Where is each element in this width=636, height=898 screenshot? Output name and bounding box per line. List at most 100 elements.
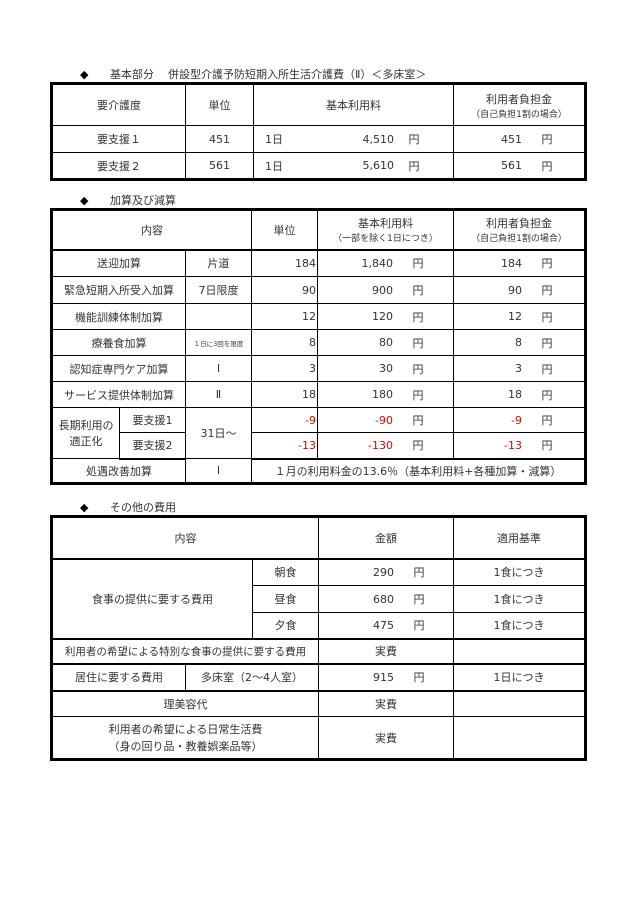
diamond-bullet-icon: ◆ [80,501,89,514]
table-row-long-term-2: 要支援2 -13 -130 円 -13 円 [52,432,586,460]
amount-cell: 実費 [318,638,454,665]
table-row-treatment: 処遇改善加算 Ⅰ １月の利用料金の13.6％（基本利用料+各種加算・減算） [51,458,586,484]
table-row-barber: 理美容代 実費 [51,690,586,717]
table-row: 要支援１ 451 1日 4,510 円 451 円 [51,125,586,153]
amount-cell: 290 円 [318,558,454,586]
basis-cell [453,690,586,717]
residence-label: 居住に要する費用 [51,663,186,692]
section-title: 加算及び減算 [110,194,176,207]
condition-cell: 7日限度 [185,276,252,304]
units-cell: 3 [251,355,318,382]
basis-cell [453,716,586,760]
room-type: 多床室（2～4人室） [185,663,319,692]
header-level: 要介護度 [51,83,186,126]
fee-cell: -130 円 [317,432,454,460]
table-row-special-meal: 利用者の希望による特別な食事の提供に要する費用 実費 [51,638,586,665]
units-cell: -13 [251,432,318,460]
condition-cell: Ⅰ [185,458,252,484]
header-burden: 利用者負担金 （自己負担1割の場合） [453,83,586,126]
meal-cell: 夕食 [252,612,319,640]
burden-cell: 90 円 [453,276,586,304]
table-row-meal: 夕食 475 円 1食につき [52,612,586,640]
units-cell: 90 [251,276,318,304]
burden-cell: 12 円 [453,303,586,330]
header-units: 単位 [251,209,318,251]
level-cell: 要支援1 [119,407,186,433]
fee-cell: 30 円 [317,355,454,382]
amount-cell: 実費 [318,716,454,760]
header-amount: 金額 [318,516,454,560]
barber-label: 理美容代 [51,690,319,717]
fee-cell: 1日 4,510 円 [253,125,454,153]
table-row: サービス提供体制加算 Ⅱ 18 180 円 18 円 [51,381,586,408]
burden-cell: 184 円 [453,249,586,277]
section-2-heading: ◆ 加算及び減算 [80,192,176,208]
additions-table: 内容 単位 基本利用料 （一部を除く1日につき） 利用者負担金 （自己負担1割の場合… [50,208,587,485]
units-cell: 18 [251,381,318,408]
special-meal-label: 利用者の希望による特別な食事の提供に要する費用 [51,638,319,665]
section-subtitle: 併設型介護予防短期入所生活介護費（Ⅱ）＜多床室＞ [168,68,427,81]
table-row: 機能訓練体制加算 12 120 円 12 円 [51,303,586,330]
section-title: その他の費用 [110,501,176,514]
section-title: 基本部分 [110,68,154,81]
addition-name: サービス提供体制加算 [51,381,186,408]
header-basis: 適用基準 [453,516,586,560]
fee-cell: 1,840 円 [317,249,454,277]
header-burden: 利用者負担金 （自己負担1割の場合） [453,209,586,251]
level-cell: 要支援2 [119,432,186,460]
table-row-meal: 食事の提供に要する費用 朝食 290 円 1食につき [51,558,586,640]
table-row: 緊急短期入所受入加算 7日限度 90 900 円 90 円 [51,276,586,304]
header-content: 内容 [51,209,252,251]
diamond-bullet-icon: ◆ [80,68,89,81]
table-row-long-term-1: 長期利用の 適正化 要支援1 31日～ -9 -90 円 -9 円 [51,407,586,459]
section-3-heading: ◆ その他の費用 [80,499,176,515]
units-cell: 8 [251,329,318,356]
treatment-note: １月の利用料金の13.6％（基本利用料+各種加算・減算） [251,458,586,484]
fee-cell: 80 円 [317,329,454,356]
burden-cell: -13 円 [453,432,586,460]
basis-cell [453,638,586,665]
header-units: 単位 [185,83,254,126]
units-cell: 184 [251,249,318,277]
burden-cell: -9 円 [453,407,586,433]
fee-cell: 180 円 [317,381,454,408]
burden-cell: 561 円 [453,152,586,180]
section-1-heading: ◆ 基本部分 併設型介護予防短期入所生活介護費（Ⅱ）＜多床室＞ [80,66,426,82]
addition-name: 送迎加算 [51,249,186,277]
units-cell: 12 [251,303,318,330]
condition-cell: １日に3回を限度 [185,329,252,356]
long-term-label: 長期利用の 適正化 [51,407,120,459]
meals-label: 食事の提供に要する費用 [51,558,253,640]
addition-name: 療養食加算 [51,329,186,356]
fee-cell: -90 円 [317,407,454,433]
units-cell: 561 [185,152,254,180]
treatment-name: 処遇改善加算 [51,458,186,484]
table-row-daily: 利用者の希望による日常生活費 （身の回り品・教養娯楽品等） 実費 [51,716,586,760]
condition-cell: 31日～ [185,407,252,459]
amount-cell: 680 円 [318,585,454,613]
meal-cell: 昼食 [252,585,319,613]
table-row: 送迎加算 片道 184 1,840 円 184 円 [51,249,586,277]
basis-cell: 1日につき [453,663,586,692]
table-header: 内容 金額 適用基準 [51,516,586,560]
basis-cell: 1食につき [453,585,586,613]
amount-cell: 915 円 [318,663,454,692]
condition-cell: Ⅰ [185,355,252,382]
burden-cell: 451 円 [453,125,586,153]
fee-cell: 1日 5,610 円 [253,152,454,180]
table-header: 要介護度 単位 基本利用料 利用者負担金 （自己負担1割の場合） [51,83,586,126]
level-cell: 要支援２ [51,152,186,180]
fee-cell: 120 円 [317,303,454,330]
amount-cell: 475 円 [318,612,454,640]
basis-cell: 1食につき [453,558,586,586]
level-cell: 要支援１ [51,125,186,153]
condition-cell: Ⅱ [185,381,252,408]
diamond-bullet-icon: ◆ [80,194,89,207]
table-row: 認知症専門ケア加算 Ⅰ 3 30 円 3 円 [51,355,586,382]
table-row-residence: 居住に要する費用 多床室（2～4人室） 915 円 1日につき [51,663,586,692]
fee-cell: 900 円 [317,276,454,304]
addition-name: 機能訓練体制加算 [51,303,186,330]
addition-name: 認知症専門ケア加算 [51,355,186,382]
